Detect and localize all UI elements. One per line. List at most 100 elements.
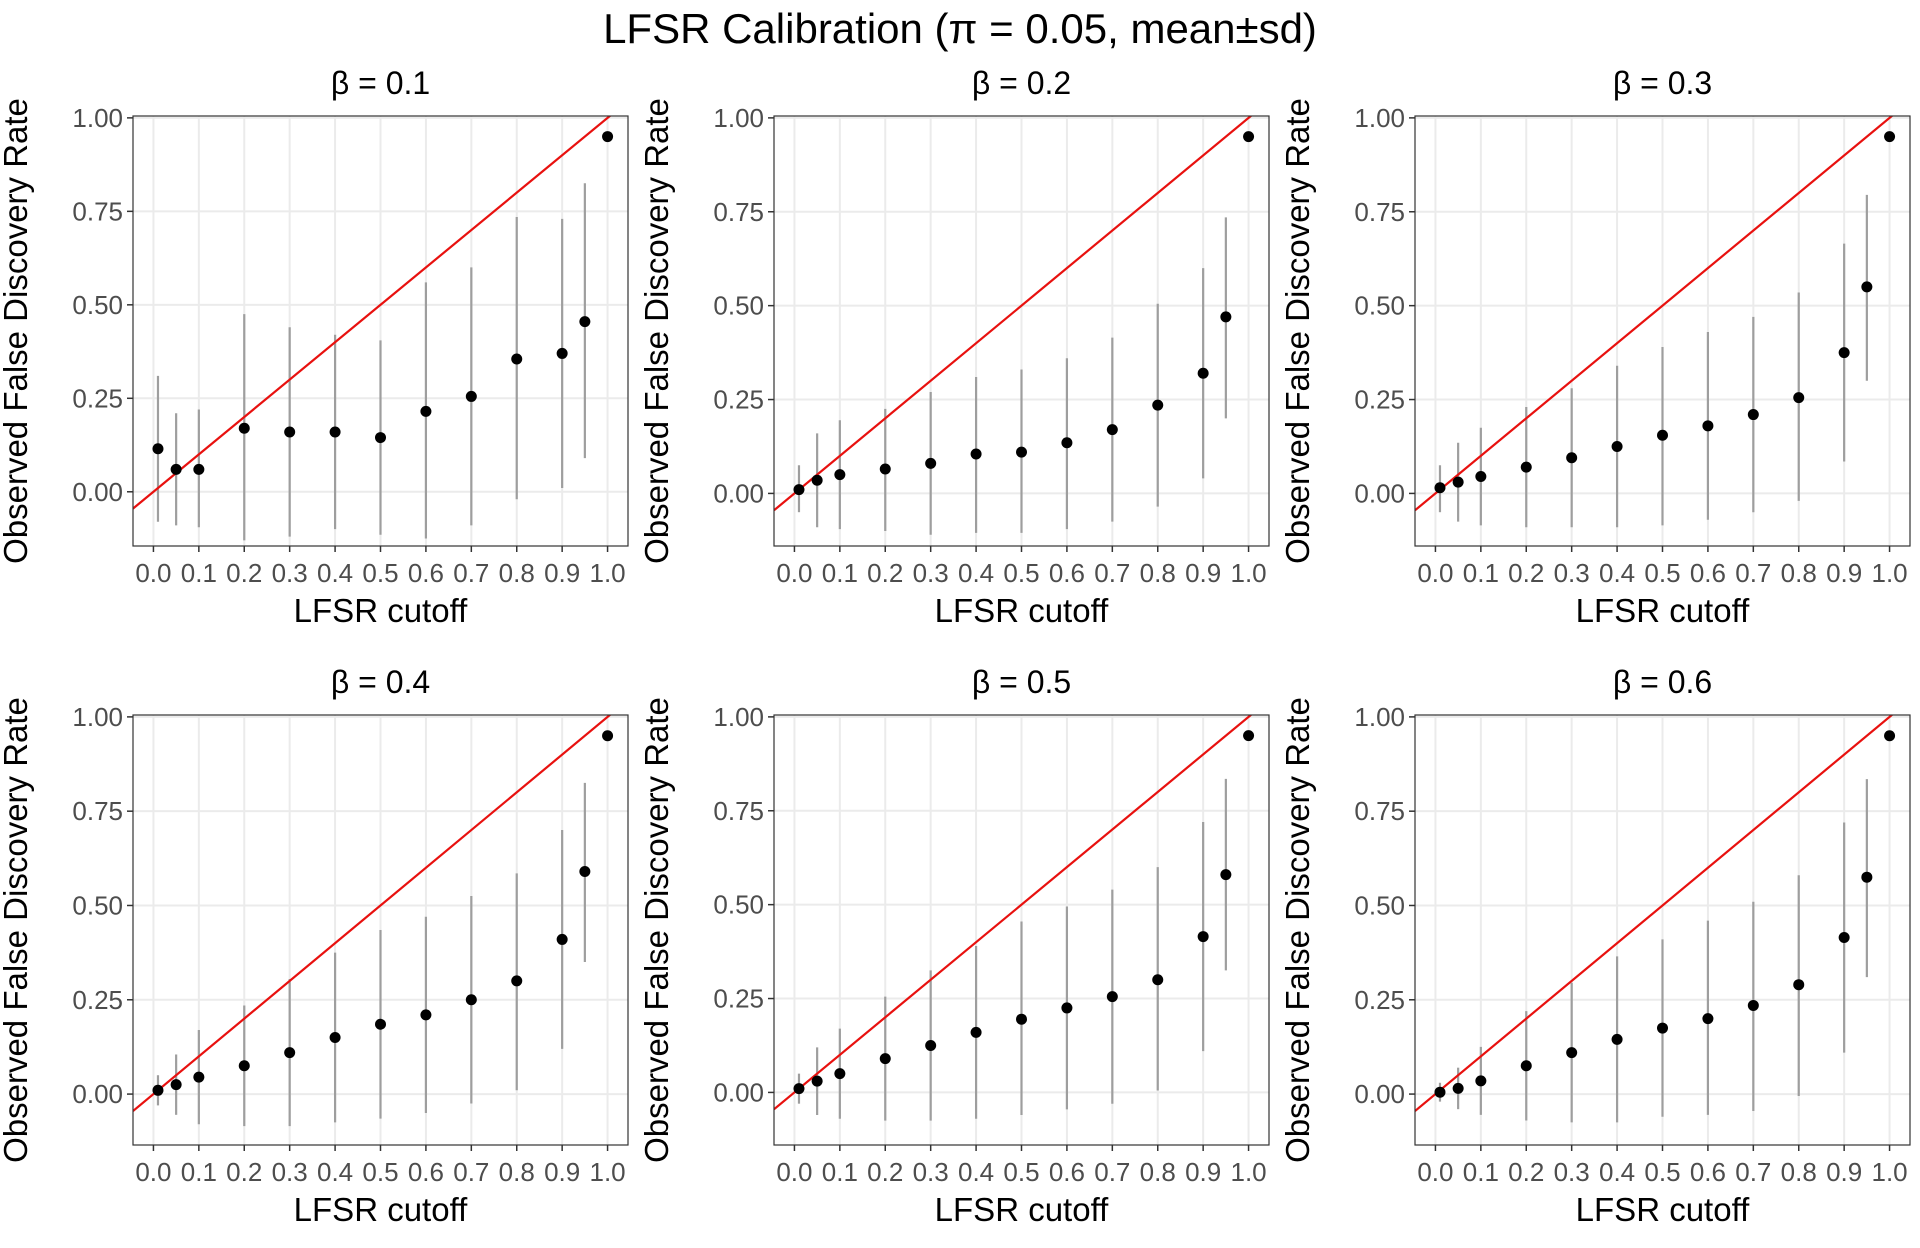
data-point xyxy=(152,1084,164,1096)
x-tick-label: 0.6 xyxy=(1690,558,1726,588)
data-point xyxy=(193,1071,205,1083)
y-tick-label: 0.25 xyxy=(1354,385,1405,415)
data-point xyxy=(1884,730,1896,742)
data-point xyxy=(238,422,250,434)
x-tick-label: 0.2 xyxy=(1508,558,1544,588)
x-tick-label: 0.0 xyxy=(1417,558,1453,588)
x-tick-label: 0.5 xyxy=(362,558,398,588)
data-point xyxy=(170,1079,182,1091)
y-tick-label: 0.25 xyxy=(72,985,123,1015)
data-point xyxy=(1061,437,1073,449)
x-axis-label: LFSR cutoff xyxy=(1576,592,1750,629)
data-point xyxy=(511,353,523,365)
y-tick-label: 1.00 xyxy=(72,103,123,133)
data-point xyxy=(925,457,937,469)
data-point xyxy=(1106,424,1118,436)
data-point xyxy=(579,866,591,878)
data-point xyxy=(1452,1082,1464,1094)
x-axis-label: LFSR cutoff xyxy=(935,592,1109,629)
y-tick-label: 1.00 xyxy=(713,702,764,732)
x-tick-label: 0.5 xyxy=(1003,558,1039,588)
x-tick-label: 0.6 xyxy=(408,1157,444,1187)
data-point xyxy=(970,448,982,460)
x-tick-label: 0.8 xyxy=(499,1157,535,1187)
x-tick-label: 0.4 xyxy=(1599,1157,1635,1187)
y-axis-label: Observed False Discovery Rate xyxy=(0,697,34,1163)
data-point xyxy=(1106,991,1118,1003)
x-tick-label: 0.0 xyxy=(135,1157,171,1187)
reference-line-y-equals-x xyxy=(774,715,1253,1111)
reference-line-y-equals-x xyxy=(133,116,612,510)
data-point xyxy=(465,994,477,1006)
data-point xyxy=(1475,471,1487,483)
data-point xyxy=(1747,999,1759,1011)
x-tick-label: 0.6 xyxy=(1049,1157,1085,1187)
data-point xyxy=(1566,1047,1578,1059)
y-tick-label: 0.25 xyxy=(1354,985,1405,1015)
x-tick-label: 0.7 xyxy=(1094,558,1130,588)
y-tick-label: 0.75 xyxy=(72,196,123,226)
x-tick-label: 0.1 xyxy=(1463,558,1499,588)
panel-2: 0.00 0.25 0.50 0.75 1.00 0.0 0.1 0.2 0.3 0.4 0.5 0.… xyxy=(638,65,1270,629)
x-tick-label: 0.1 xyxy=(822,558,858,588)
data-point xyxy=(1566,452,1578,464)
points xyxy=(1434,131,1896,494)
x-tick-label: 0.3 xyxy=(913,558,949,588)
data-point xyxy=(152,443,164,455)
y-tick-label: 0.75 xyxy=(713,197,764,227)
x-tick-label: 0.4 xyxy=(958,1157,994,1187)
panel-1: 0.00 0.25 0.50 0.75 1.00 0.0 0.1 0.2 0.3 0.4 0.5 0.… xyxy=(0,65,629,629)
data-point xyxy=(375,1018,386,1030)
data-point xyxy=(1520,461,1532,473)
x-tick-label: 0.9 xyxy=(544,558,580,588)
y-tick-label: 0.50 xyxy=(72,890,123,920)
reference-line-y-equals-x xyxy=(1415,715,1894,1112)
x-tick-label: 0.6 xyxy=(408,558,444,588)
x-tick-label: 0.2 xyxy=(1508,1157,1544,1187)
y-tick-label: 0.00 xyxy=(1354,1079,1405,1109)
y-tick-label: 0.75 xyxy=(1354,796,1405,826)
x-tick-label: 0.3 xyxy=(272,1157,308,1187)
data-point xyxy=(970,1026,982,1038)
data-point xyxy=(1657,1022,1668,1034)
data-point xyxy=(1243,730,1255,742)
y-tick-label: 0.75 xyxy=(1354,197,1405,227)
data-point xyxy=(579,316,591,328)
y-tick-label: 0.00 xyxy=(72,1079,123,1109)
points xyxy=(1434,730,1896,1098)
data-point xyxy=(1452,476,1464,488)
reference-line-y-equals-x xyxy=(133,715,612,1112)
data-point xyxy=(1838,347,1850,359)
panel-3: 0.00 0.25 0.50 0.75 1.00 0.0 0.1 0.2 0.3 0.4 0.5 0.… xyxy=(1279,65,1911,629)
data-point xyxy=(375,432,386,444)
data-point xyxy=(420,1009,432,1021)
y-tick-label: 0.50 xyxy=(1354,890,1405,920)
points xyxy=(152,131,614,475)
panel-4: 0.00 0.25 0.50 0.75 1.00 0.0 0.1 0.2 0.3 0.4 0.5 0.… xyxy=(0,664,629,1228)
panel-title: β = 0.2 xyxy=(972,65,1071,101)
data-point xyxy=(1016,1013,1027,1025)
x-tick-label: 0.5 xyxy=(1644,558,1680,588)
figure-title: LFSR Calibration (π = 0.05, mean±sd) xyxy=(603,5,1317,52)
x-tick-label: 0.8 xyxy=(499,558,535,588)
x-tick-label: 0.3 xyxy=(913,1157,949,1187)
y-tick-label: 1.00 xyxy=(1354,702,1405,732)
x-tick-label: 0.1 xyxy=(1463,1157,1499,1187)
x-tick-label: 0.3 xyxy=(1554,558,1590,588)
x-tick-label: 0.0 xyxy=(135,558,171,588)
data-point xyxy=(1611,1033,1623,1045)
x-tick-label: 0.0 xyxy=(776,558,812,588)
data-point xyxy=(1197,931,1209,943)
data-point xyxy=(511,975,523,987)
y-tick-label: 1.00 xyxy=(72,702,123,732)
panel-title: β = 0.3 xyxy=(1613,65,1712,101)
x-tick-label: 0.8 xyxy=(1781,558,1817,588)
x-tick-label: 0.8 xyxy=(1140,1157,1176,1187)
x-tick-label: 0.9 xyxy=(1185,1157,1221,1187)
reference-line-y-equals-x xyxy=(774,116,1253,512)
data-point xyxy=(811,1075,823,1087)
y-tick-label: 0.25 xyxy=(72,383,123,413)
data-point xyxy=(420,405,432,417)
data-point xyxy=(1702,420,1714,432)
